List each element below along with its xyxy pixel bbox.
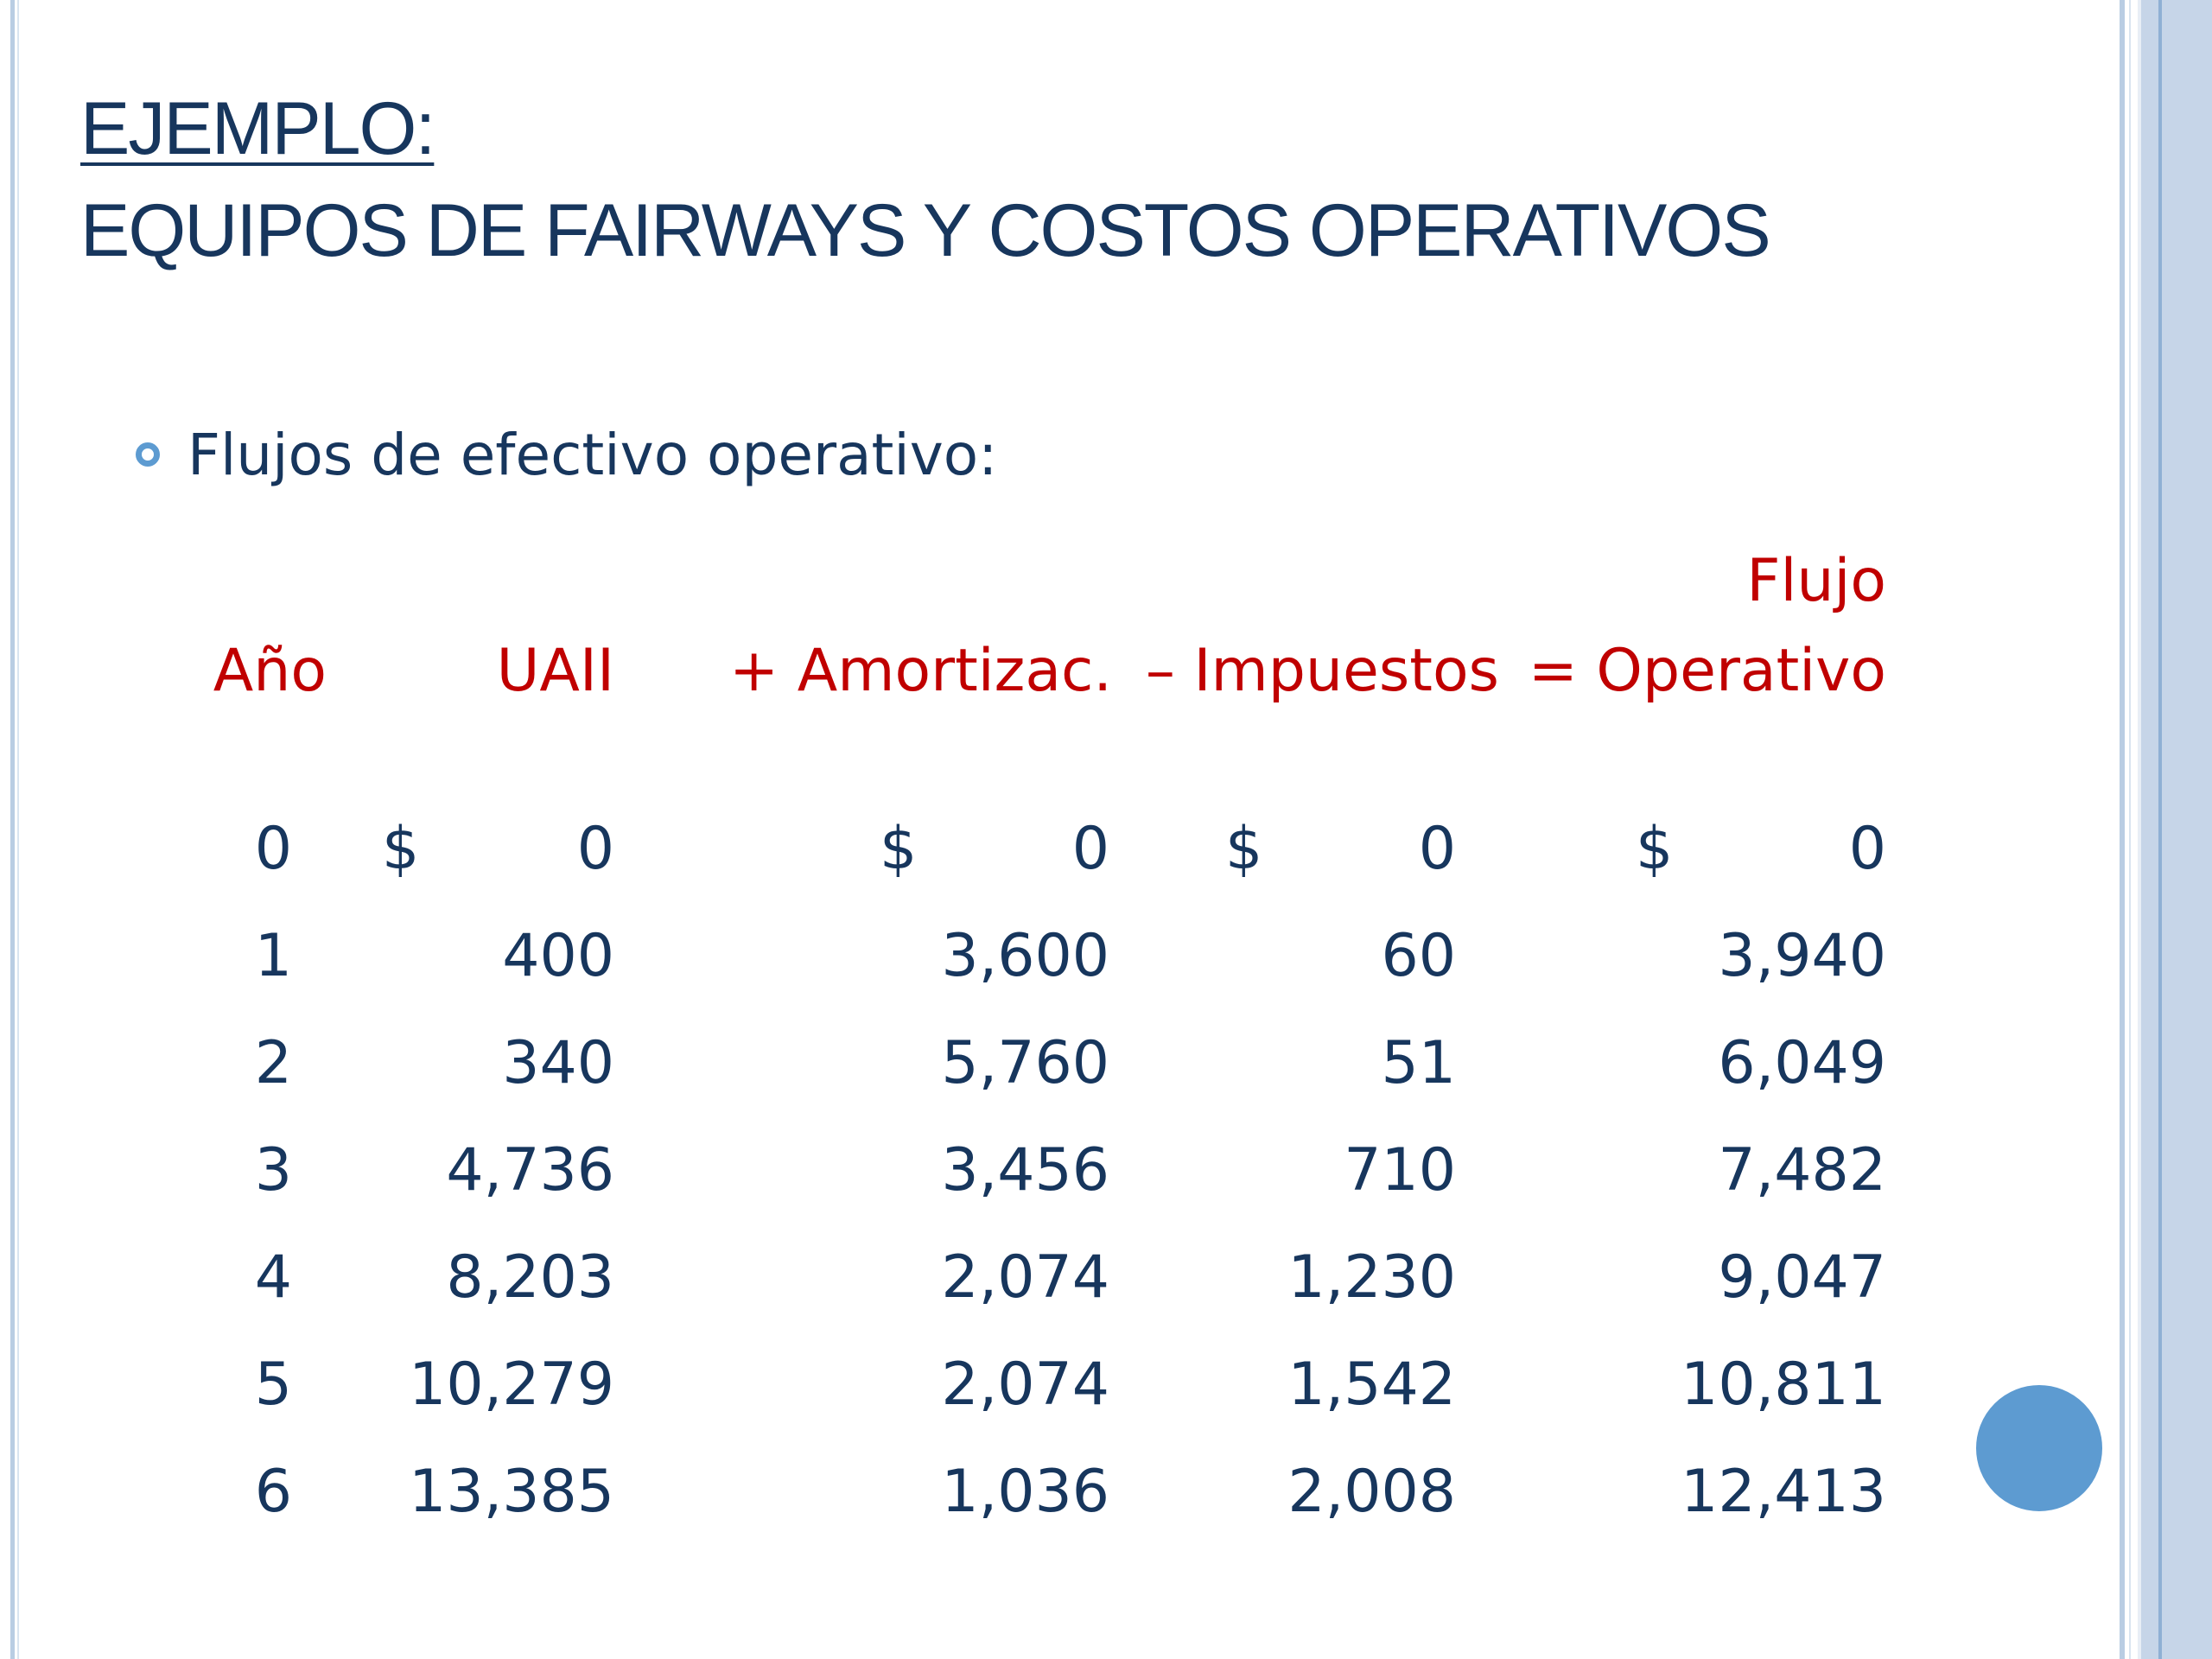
table-cell-year: 3 — [254, 1136, 292, 1205]
bullet-ring-icon — [136, 442, 160, 467]
table-cell-taxes: 0 — [1418, 815, 1456, 883]
table-cell-year: 6 — [254, 1458, 292, 1526]
slide-border-right-inner — [2129, 0, 2131, 1659]
table-cell-amortization: 3,600 — [941, 922, 1109, 990]
currency-symbol: $ — [1636, 815, 1674, 883]
table-cell-year: 5 — [254, 1351, 292, 1419]
table-cell-uaii: 8,203 — [446, 1243, 614, 1312]
bullet-text: Flujos de efectivo operativo: — [188, 421, 998, 488]
currency-symbol: $ — [382, 815, 420, 883]
header-taxes: – Impuestos — [1145, 637, 1499, 705]
table-cell-flow: 10,811 — [1681, 1351, 1886, 1419]
header-uaii: UAII — [496, 637, 614, 705]
table-cell-flow: 7,482 — [1718, 1136, 1886, 1205]
table-cell-taxes: 1,542 — [1287, 1351, 1456, 1419]
table-cell-taxes: 60 — [1381, 922, 1456, 990]
table-cell-flow: 0 — [1848, 815, 1886, 883]
table-cell-uaii: 340 — [502, 1029, 614, 1097]
table-cell-taxes: 1,230 — [1287, 1243, 1456, 1312]
decorative-circle — [1974, 1382, 2105, 1514]
table-cell-flow: 9,047 — [1718, 1243, 1886, 1312]
table-cell-uaii: 400 — [502, 922, 614, 990]
table-cell-year: 4 — [254, 1243, 292, 1312]
table-cell-amortization: 3,456 — [941, 1136, 1109, 1205]
table-cell-year: 0 — [254, 815, 292, 883]
table-cell-flow: 12,413 — [1681, 1458, 1886, 1526]
table-cell-uaii: 10,279 — [409, 1351, 614, 1419]
currency-symbol: $ — [880, 815, 918, 883]
header-flow-top: Flujo — [1746, 547, 1886, 615]
slide-title-line2: EQUIPOS DE FAIRWAYS Y COSTOS OPERATIVOS — [80, 189, 1771, 272]
table-cell-uaii: 0 — [576, 815, 614, 883]
table-cell-amortization: 2,074 — [941, 1243, 1109, 1312]
slide-border-right — [2120, 0, 2125, 1659]
table-cell-amortization: 2,074 — [941, 1351, 1109, 1419]
slide-title: EJEMPLO: EQUIPOS DE FAIRWAYS Y COSTOS OP… — [80, 78, 1771, 282]
table-cell-amortization: 0 — [1071, 815, 1109, 883]
table-cell-year: 2 — [254, 1029, 292, 1097]
slide-title-line1: EJEMPLO: — [80, 87, 435, 170]
header-flow-bottom: = Operativo — [1528, 637, 1886, 705]
slide-side-band — [2138, 0, 2212, 1659]
table-cell-uaii: 4,736 — [446, 1136, 614, 1205]
table-cell-flow: 6,049 — [1718, 1029, 1886, 1097]
table-cell-taxes: 51 — [1381, 1029, 1456, 1097]
table-cell-year: 1 — [254, 922, 292, 990]
table-cell-amortization: 1,036 — [941, 1458, 1109, 1526]
currency-symbol: $ — [1225, 815, 1263, 883]
bullet-item: Flujos de efectivo operativo: — [136, 413, 997, 496]
table-cell-taxes: 2,008 — [1287, 1458, 1456, 1526]
table-cell-taxes: 710 — [1344, 1136, 1456, 1205]
slide-border-left — [10, 0, 15, 1659]
slide-border-left-inner — [17, 0, 19, 1659]
header-year: Año — [213, 637, 327, 705]
table-cell-flow: 3,940 — [1718, 922, 1886, 990]
table-cell-amortization: 5,760 — [941, 1029, 1109, 1097]
table-cell-uaii: 13,385 — [409, 1458, 614, 1526]
header-amortization: + Amortizac. — [729, 637, 1112, 705]
